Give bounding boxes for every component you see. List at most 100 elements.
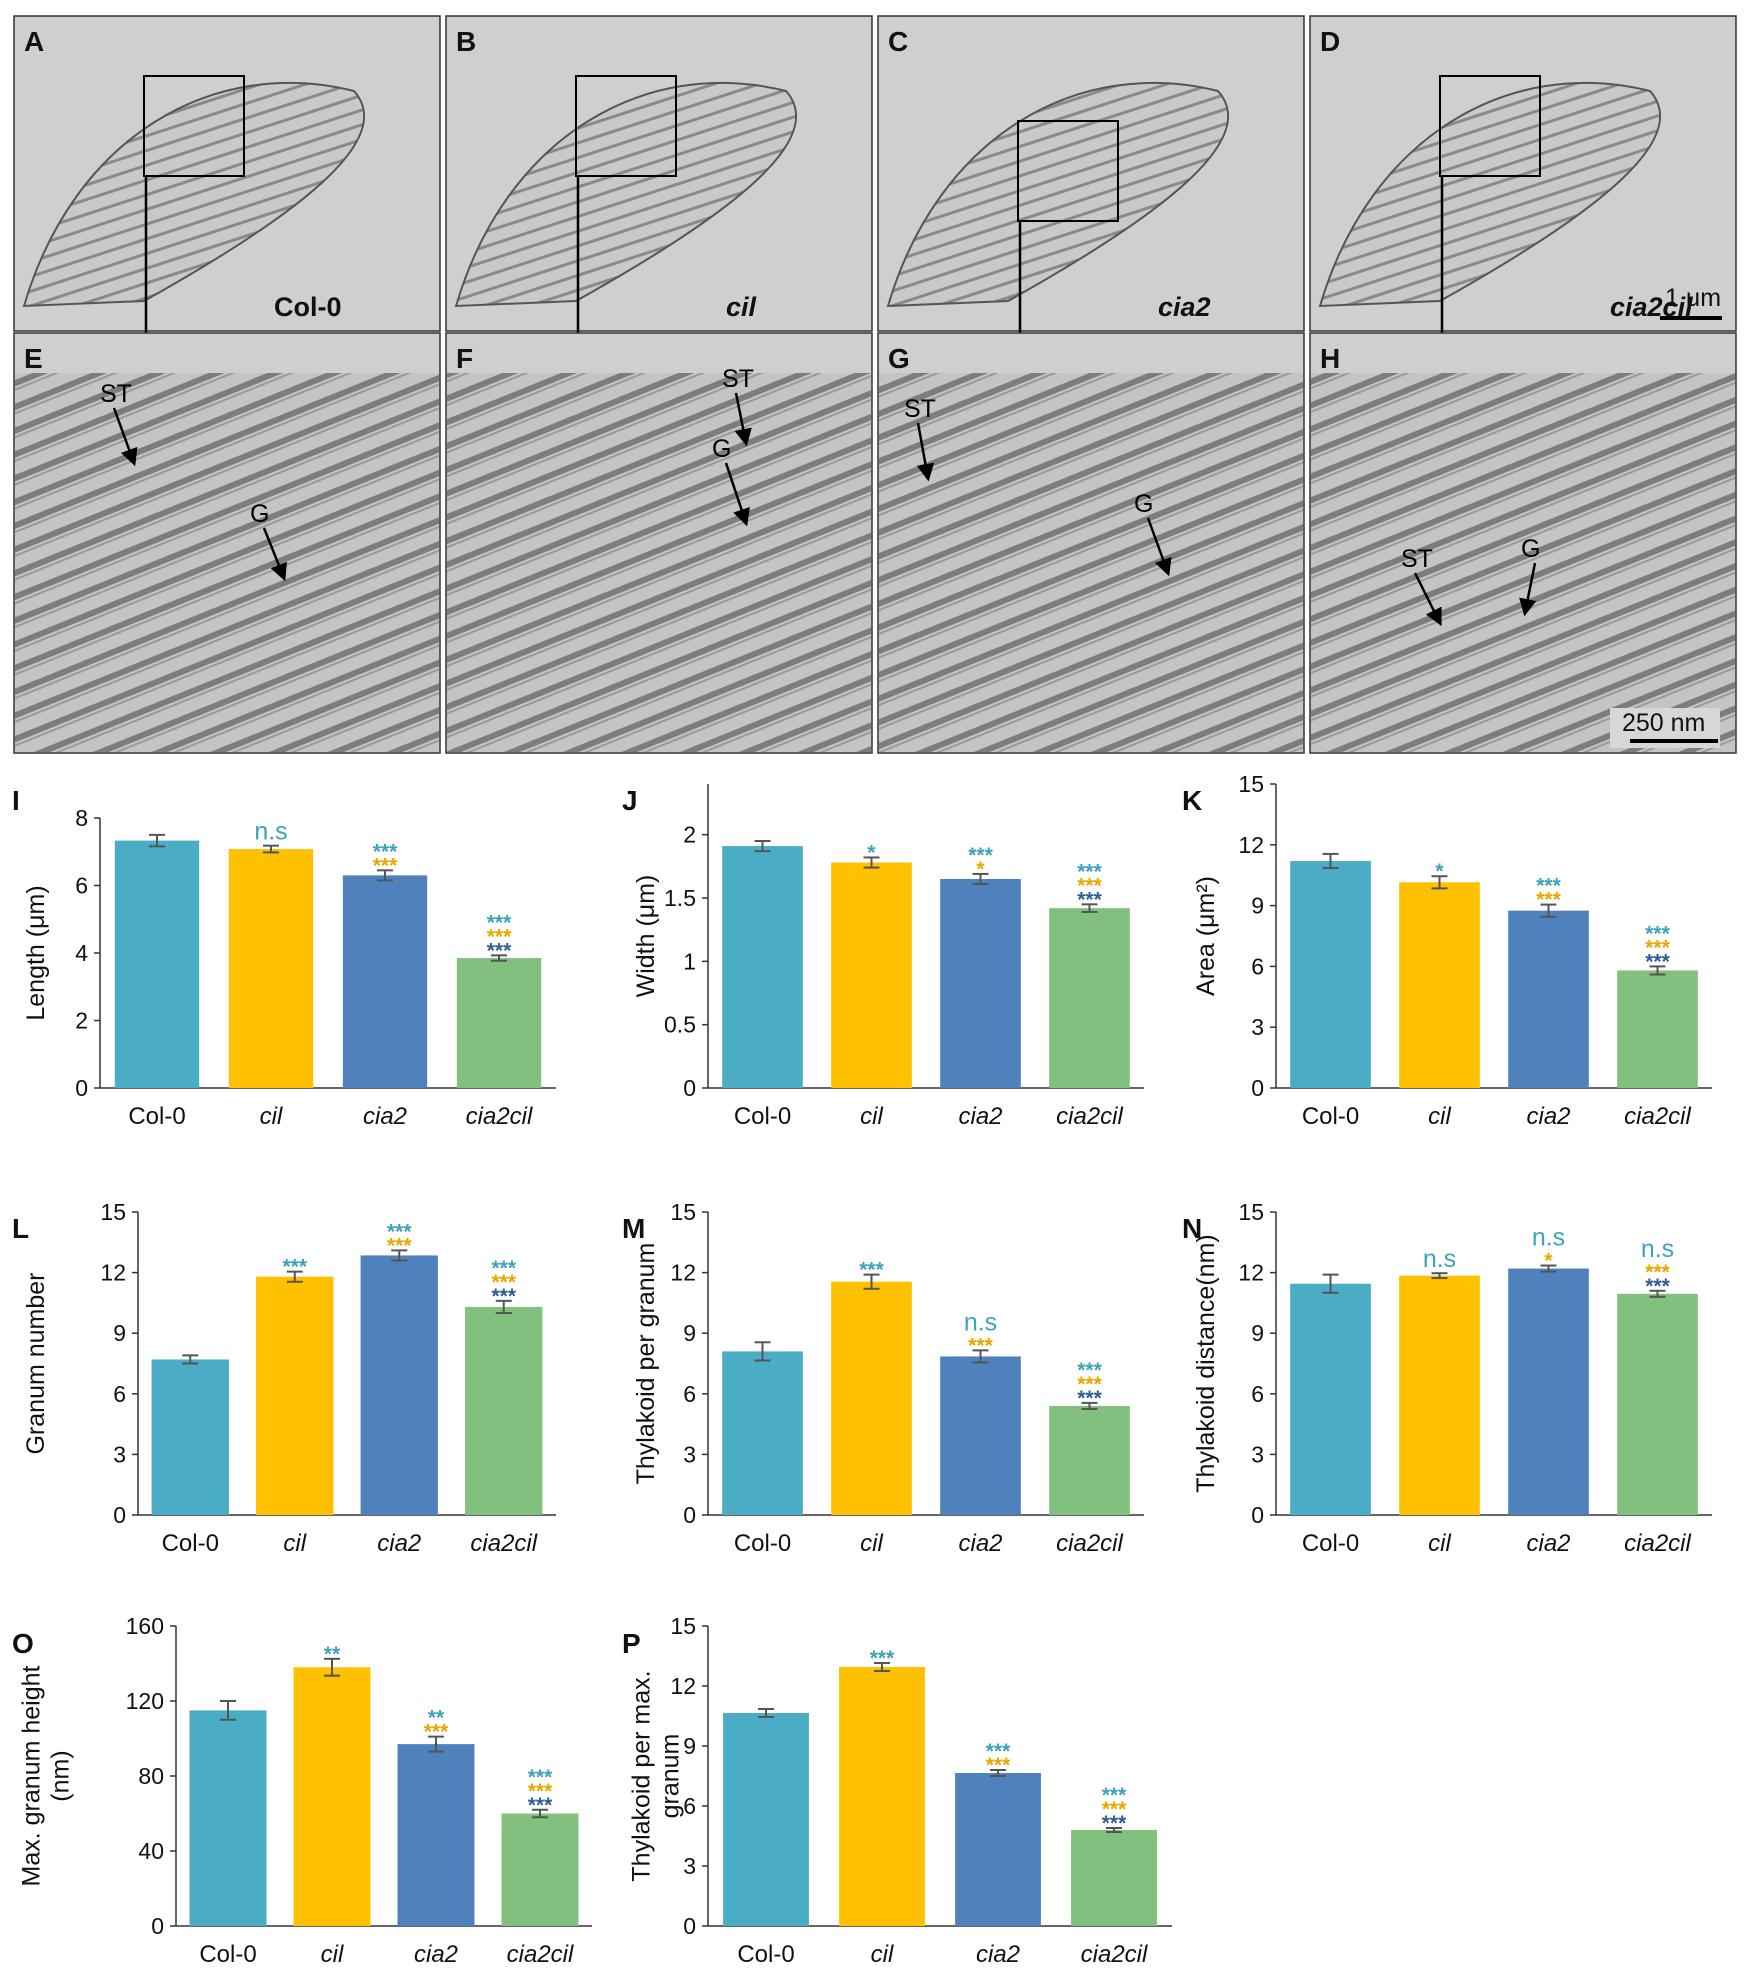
y-tick-label: 9 (1251, 893, 1264, 919)
significance-stars: *** (1102, 1784, 1127, 1807)
significance-stars: *** (1645, 922, 1670, 945)
micrograph-F: F G ST (445, 332, 873, 754)
bar-col-0 (1290, 861, 1371, 1088)
bar-cia2 (1508, 910, 1589, 1088)
micrograph-A: A Col-0 (13, 15, 441, 352)
structure-label: G (712, 435, 731, 463)
significance-stars: *** (373, 840, 398, 863)
y-tick-label: 0 (113, 1502, 126, 1528)
significance-ns: n.s (1423, 1245, 1456, 1273)
genotype-label: cia2 (1158, 292, 1211, 322)
bar-cia2cil (1617, 1293, 1698, 1515)
y-tick-label: 9 (1251, 1320, 1264, 1346)
panel-letter: I (12, 785, 20, 816)
x-tick-label: Col-0 (162, 1530, 219, 1557)
significance-stars: * (976, 858, 985, 881)
x-tick-label: cia2 (976, 1941, 1020, 1968)
x-tick-label: cil (260, 1103, 283, 1130)
micrograph-E: E ST G (13, 332, 441, 754)
significance-stars: *** (1645, 950, 1670, 973)
significance-stars: *** (968, 844, 993, 867)
genotype-label: Col-0 (274, 292, 342, 322)
y-tick-label: 15 (100, 1199, 126, 1225)
bar-cil (1399, 1275, 1480, 1515)
x-tick-label: Col-0 (1302, 1103, 1359, 1130)
panel-letter: K (1182, 785, 1202, 816)
structure-label: ST (100, 380, 132, 408)
genotype-label: cil (726, 292, 757, 322)
structure-arrow (724, 462, 750, 527)
significance-stars: *** (986, 1740, 1011, 1763)
significance-stars: ** (428, 1707, 445, 1730)
significance-stars: *** (282, 1256, 307, 1279)
bar-cia2cil (1049, 1405, 1130, 1515)
chart-L: L 0 3 6 9 12 15 Granum number Col-0 cil *** cia2 ***… (12, 1199, 556, 1557)
y-axis-title: Granum number (22, 1272, 50, 1454)
significance-stars: *** (859, 1259, 884, 1282)
significance-stars: *** (1077, 874, 1102, 897)
x-tick-label: cia2cil (470, 1530, 537, 1557)
significance-stars: *** (491, 1257, 516, 1280)
structure-arrow (1146, 517, 1172, 577)
significance-stars: * (867, 841, 876, 864)
x-tick-label: Col-0 (734, 1103, 791, 1130)
x-tick-label: cia2 (958, 1530, 1002, 1557)
x-tick-label: cia2cil (466, 1103, 533, 1130)
bar-col-0 (114, 840, 200, 1088)
x-tick-label: cil (860, 1530, 883, 1557)
y-tick-label: 40 (138, 1838, 164, 1864)
y-tick-label: 0 (683, 1502, 696, 1528)
significance-stars: *** (487, 939, 512, 962)
significance-stars: *** (387, 1234, 412, 1257)
significance-stars: *** (1077, 1359, 1102, 1382)
bar-cil (839, 1667, 925, 1926)
significance-stars: *** (487, 925, 512, 948)
chloroplast-shape (22, 82, 366, 308)
y-tick-label: 0 (151, 1913, 164, 1939)
y-tick-label: 0 (683, 1913, 696, 1939)
y-tick-label: 3 (683, 1853, 696, 1879)
panel-letter: F (456, 343, 473, 374)
y-tick-label: 12 (100, 1260, 126, 1286)
bar-cia2cil (1617, 970, 1698, 1088)
y-axis-title: Area (μm²) (1192, 876, 1220, 996)
bar-col-0 (189, 1710, 267, 1926)
panel-letter: D (1320, 26, 1340, 57)
significance-stars: *** (1077, 888, 1102, 911)
bar-col-0 (723, 1713, 809, 1926)
significance-ns: n.s (1532, 1224, 1565, 1252)
x-tick-label: cil (1428, 1530, 1451, 1557)
y-tick-label: 12 (670, 1260, 696, 1286)
x-tick-label: cil (1428, 1103, 1451, 1130)
y-tick-label: 6 (75, 873, 88, 899)
y-tick-label: 9 (683, 1733, 696, 1759)
bar-col-0 (722, 1351, 803, 1515)
scale-bar-label: 250 nm (1622, 709, 1705, 737)
significance-stars: *** (491, 1285, 516, 1308)
structure-arrow (734, 392, 752, 447)
structure-label: G (1134, 490, 1153, 518)
y-tick-label: 6 (113, 1381, 126, 1407)
chart-N: N 0 3 6 9 12 15 Thylakoid distance(nm) Col-0 cil n… (1182, 1199, 1712, 1557)
significance-stars: *** (1536, 875, 1561, 898)
y-tick-label: 12 (1238, 1260, 1264, 1286)
chloroplast-shape (886, 82, 1230, 308)
y-tick-label: 12 (1238, 832, 1264, 858)
significance-stars: *** (1102, 1798, 1127, 1821)
bar-col-0 (1290, 1283, 1371, 1515)
y-tick-label: 3 (683, 1441, 696, 1467)
structure-arrow (112, 407, 138, 467)
y-tick-label: 8 (75, 805, 88, 831)
y-tick-label: 15 (1238, 1199, 1264, 1225)
y-tick-label: 9 (113, 1320, 126, 1346)
x-tick-label: Col-0 (128, 1103, 185, 1130)
panel-letter: O (12, 1628, 34, 1659)
y-axis-title: Max. granum height(nm) (18, 1665, 75, 1886)
bar-cia2 (342, 875, 428, 1088)
y-tick-label: 9 (683, 1320, 696, 1346)
x-tick-label: cil (283, 1530, 306, 1557)
bar-col-0 (722, 846, 803, 1088)
